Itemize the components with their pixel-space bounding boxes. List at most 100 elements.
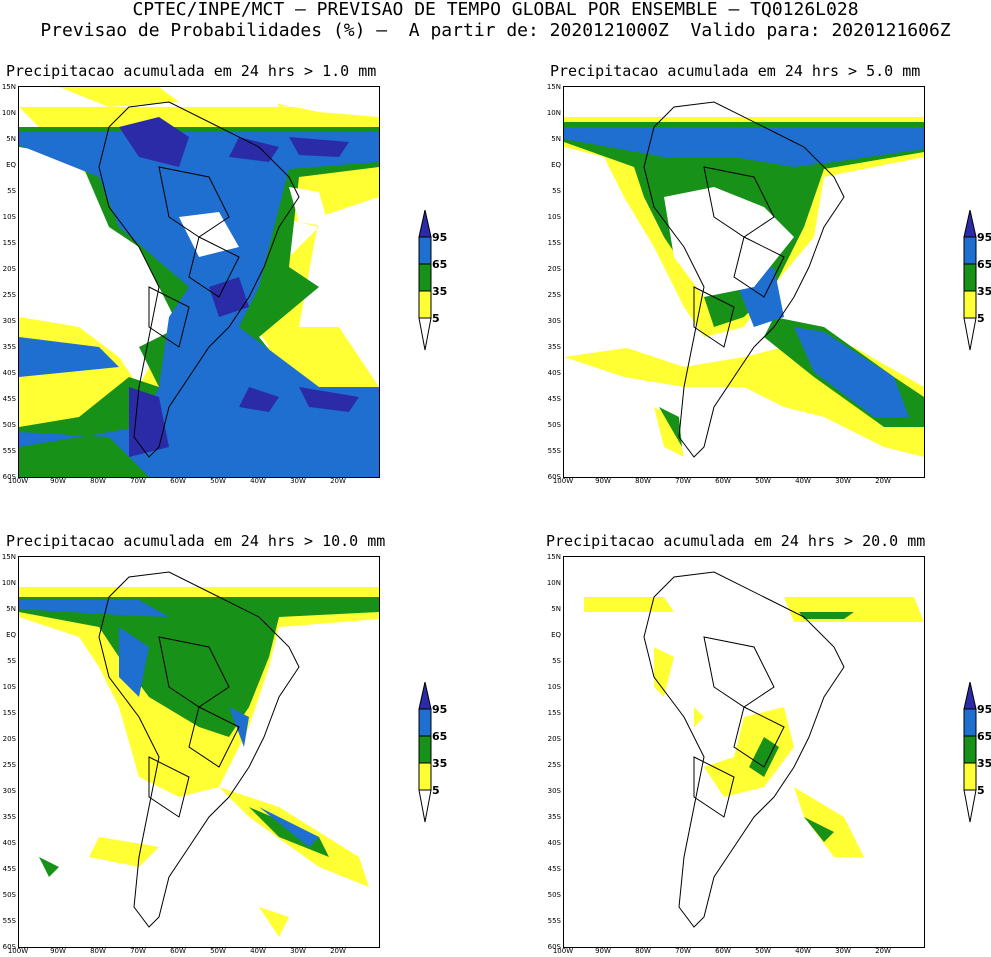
lon-tick-label: 40W bbox=[795, 477, 811, 485]
legend-swatch-5 bbox=[418, 290, 432, 319]
legend-swatch-5 bbox=[418, 762, 432, 791]
lat-tick-label: 15S bbox=[547, 239, 561, 247]
lat-tick-label: 30S bbox=[2, 317, 16, 325]
lat-tick-label: 10S bbox=[2, 213, 16, 221]
lon-tick-label: 90W bbox=[595, 947, 611, 955]
lat-tick-label: 25S bbox=[547, 761, 561, 769]
prob-area-65-west bbox=[19, 337, 119, 377]
legend-swatch-5 bbox=[963, 762, 977, 791]
lon-tick-label: 100W bbox=[552, 477, 574, 485]
chart-subtitle: Previsao de Probabilidades (%) — A parti… bbox=[40, 20, 951, 41]
lat-tick-label: EQ bbox=[551, 631, 561, 639]
lon-tick-label: 90W bbox=[595, 477, 611, 485]
legend-label: 5 bbox=[432, 312, 440, 325]
lon-tick-label: 20W bbox=[330, 947, 346, 955]
panel-1-title: Precipitacao acumulada em 24 hrs > 1.0 m… bbox=[6, 62, 377, 80]
lon-tick-label: 20W bbox=[875, 947, 891, 955]
lat-tick-label: 20S bbox=[2, 265, 16, 273]
lon-tick-label: 30W bbox=[290, 947, 306, 955]
legend-label: 95 bbox=[432, 703, 448, 716]
legend-swatch-5 bbox=[963, 290, 977, 319]
lon-tick-label: 100W bbox=[552, 947, 574, 955]
legend-label: 95 bbox=[432, 231, 448, 244]
legend-label: 65 bbox=[977, 258, 991, 271]
prob-area-5 bbox=[19, 587, 379, 937]
lon-tick-label: 80W bbox=[90, 477, 106, 485]
lat-tick-label: 5N bbox=[551, 135, 561, 143]
chart-title: CPTEC/INPE/MCT — PREVISAO DE TEMPO GLOBA… bbox=[132, 0, 859, 20]
lat-tick-label: 45S bbox=[2, 865, 16, 873]
lat-tick-label: 60S bbox=[2, 473, 16, 481]
lat-tick-label: 5S bbox=[552, 657, 561, 665]
lat-tick-label: 50S bbox=[547, 421, 561, 429]
lat-tick-label: 5N bbox=[6, 135, 16, 143]
prob-area-65 bbox=[19, 132, 379, 477]
lat-tick-label: 40S bbox=[547, 369, 561, 377]
lat-tick-label: 15N bbox=[546, 83, 561, 91]
lat-tick-label: 55S bbox=[2, 917, 16, 925]
prob-area-95 bbox=[119, 117, 359, 457]
panel-3-title: Precipitacao acumulada em 24 hrs > 10.0 … bbox=[6, 532, 386, 550]
lat-tick-label: 55S bbox=[547, 447, 561, 455]
lon-tick-label: 40W bbox=[250, 477, 266, 485]
colorbar-3: 95 65 35 5 bbox=[418, 682, 458, 824]
lat-tick-label: 10S bbox=[2, 683, 16, 691]
lat-tick-label: 10S bbox=[547, 213, 561, 221]
lon-tick-label: 40W bbox=[795, 947, 811, 955]
lon-tick-label: 80W bbox=[90, 947, 106, 955]
panel-4-title: Precipitacao acumulada em 24 hrs > 20.0 … bbox=[546, 532, 926, 550]
lon-tick-label: 50W bbox=[755, 477, 771, 485]
panel-2-map bbox=[563, 86, 925, 478]
lon-tick-label: 40W bbox=[250, 947, 266, 955]
lon-tick-label: 30W bbox=[835, 947, 851, 955]
legend-swatch-35 bbox=[963, 263, 977, 292]
legend-label: 35 bbox=[977, 757, 991, 770]
lat-tick-label: 5S bbox=[7, 657, 16, 665]
continent-outline bbox=[98, 571, 300, 928]
lon-tick-label: 70W bbox=[675, 947, 691, 955]
legend-swatch-below bbox=[418, 789, 432, 823]
lat-tick-label: 45S bbox=[2, 395, 16, 403]
lat-tick-label: 15N bbox=[546, 553, 561, 561]
lon-tick-label: 50W bbox=[210, 947, 226, 955]
lon-tick-label: 50W bbox=[755, 947, 771, 955]
lon-tick-label: 60W bbox=[715, 477, 731, 485]
lat-tick-label: 35S bbox=[547, 343, 561, 351]
panel-3-map bbox=[18, 556, 380, 948]
lon-tick-label: 20W bbox=[330, 477, 346, 485]
lat-tick-label: 10N bbox=[1, 579, 16, 587]
lon-tick-label: 70W bbox=[675, 477, 691, 485]
continent-outline bbox=[98, 101, 300, 458]
lat-tick-label: 30S bbox=[547, 787, 561, 795]
panel-4-map bbox=[563, 556, 925, 948]
legend-swatch-below bbox=[963, 789, 977, 823]
legend-swatch-95 bbox=[963, 682, 977, 710]
lon-tick-label: 50W bbox=[210, 477, 226, 485]
legend-label: 95 bbox=[977, 703, 991, 716]
prob-area-35 bbox=[19, 597, 379, 877]
lat-tick-label: 20S bbox=[547, 265, 561, 273]
continent-outline bbox=[643, 571, 845, 928]
legend-swatch-35 bbox=[418, 263, 432, 292]
lon-tick-label: 20W bbox=[875, 477, 891, 485]
continent-outline bbox=[643, 101, 845, 458]
prob-area-65 bbox=[564, 127, 924, 417]
lon-tick-label: 60W bbox=[715, 947, 731, 955]
lat-tick-label: 20S bbox=[547, 735, 561, 743]
lon-tick-label: 60W bbox=[170, 477, 186, 485]
legend-label: 95 bbox=[977, 231, 991, 244]
lon-tick-label: 70W bbox=[130, 477, 146, 485]
prob-area-65 bbox=[19, 600, 319, 847]
legend-swatch-95 bbox=[418, 210, 432, 238]
legend-label: 35 bbox=[977, 285, 991, 298]
colorbar-1: 95 65 35 5 bbox=[418, 210, 458, 352]
legend-swatch-95 bbox=[963, 210, 977, 238]
lat-tick-label: 25S bbox=[2, 761, 16, 769]
lat-tick-label: 60S bbox=[2, 943, 16, 951]
lon-tick-label: 100W bbox=[7, 947, 29, 955]
lat-tick-label: 5N bbox=[551, 605, 561, 613]
legend-swatch-below bbox=[418, 317, 432, 351]
lon-tick-label: 70W bbox=[130, 947, 146, 955]
lon-tick-label: 30W bbox=[835, 477, 851, 485]
lat-tick-label: 35S bbox=[2, 813, 16, 821]
